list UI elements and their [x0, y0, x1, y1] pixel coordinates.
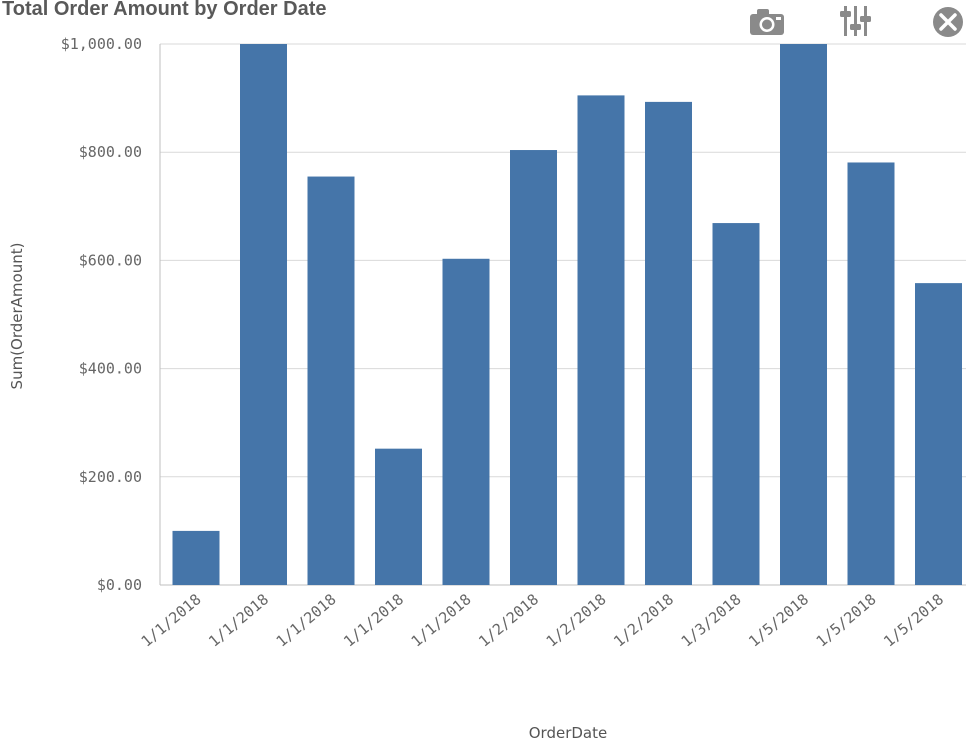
- bar[interactable]: [307, 176, 355, 586]
- y-tick-label: $600.00: [79, 251, 142, 269]
- bar[interactable]: [442, 258, 490, 585]
- bar[interactable]: [645, 101, 692, 586]
- y-axis-title: Sum(OrderAmount): [8, 243, 26, 390]
- x-tick-label: 1/1/2018: [340, 590, 407, 650]
- bar[interactable]: [915, 283, 962, 585]
- y-tick-label: $400.00: [79, 360, 142, 378]
- bar[interactable]: [172, 530, 220, 585]
- bar[interactable]: [780, 44, 827, 585]
- chart-title: Total Order Amount by Order Date: [2, 0, 327, 20]
- bar[interactable]: [240, 44, 287, 585]
- sliders-icon[interactable]: [838, 4, 878, 38]
- y-tick-label: $800.00: [79, 143, 142, 161]
- y-tick-label: $200.00: [79, 468, 142, 486]
- y-tick-label: $1,000.00: [61, 35, 142, 53]
- x-tick-label: 1/1/2018: [138, 590, 205, 650]
- x-tick-label: 1/2/2018: [475, 590, 542, 650]
- x-tick-label: 1/1/2018: [205, 590, 272, 650]
- x-tick-label: 1/5/2018: [813, 590, 880, 650]
- x-axis-title: OrderDate: [529, 724, 607, 741]
- close-icon[interactable]: [928, 4, 968, 38]
- bar[interactable]: [510, 150, 557, 585]
- x-tick-label: 1/1/2018: [408, 590, 475, 650]
- x-tick-label: 1/2/2018: [543, 590, 610, 650]
- x-tick-label: 1/5/2018: [880, 590, 947, 650]
- bar[interactable]: [375, 448, 422, 585]
- y-tick-label: $0.00: [97, 576, 142, 594]
- bar[interactable]: [847, 162, 895, 585]
- x-tick-label: 1/2/2018: [610, 590, 677, 650]
- bar[interactable]: [712, 223, 760, 586]
- bar[interactable]: [577, 95, 625, 586]
- x-tick-label: 1/5/2018: [745, 590, 812, 650]
- camera-icon[interactable]: [747, 4, 787, 38]
- x-tick-label: 1/3/2018: [678, 590, 745, 650]
- x-tick-label: 1/1/2018: [273, 590, 340, 650]
